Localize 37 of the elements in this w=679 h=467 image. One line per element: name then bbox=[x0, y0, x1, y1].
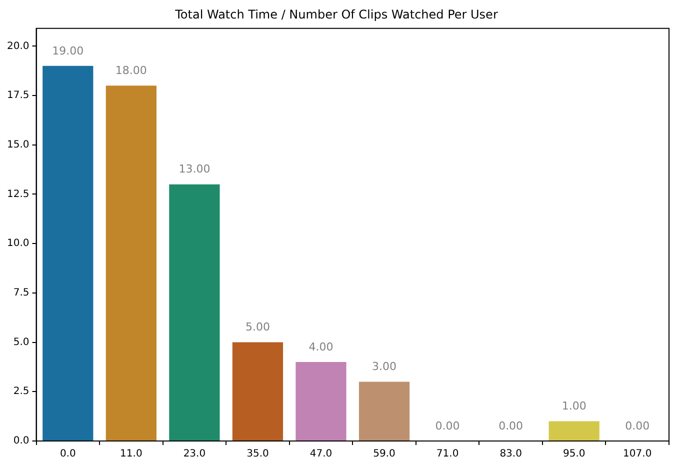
x-tick-label: 11.0 bbox=[120, 448, 142, 460]
y-tick-label: 12.5 bbox=[7, 188, 30, 200]
data-label: 4.00 bbox=[308, 340, 334, 354]
data-label: 0.00 bbox=[498, 419, 524, 432]
data-label: 18.00 bbox=[115, 64, 147, 78]
bar bbox=[232, 342, 284, 440]
x-tick-label: 95.0 bbox=[562, 448, 586, 460]
x-tick-label: 59.0 bbox=[373, 448, 396, 460]
data-label: 3.00 bbox=[372, 360, 397, 374]
x-tick-label: 83.0 bbox=[500, 448, 522, 460]
y-tick-label: 17.5 bbox=[7, 90, 30, 102]
data-label: 5.00 bbox=[245, 320, 270, 334]
x-tick-label: 71.0 bbox=[436, 448, 459, 460]
y-tick-label: 15.0 bbox=[7, 139, 30, 150]
data-label: 13.00 bbox=[178, 162, 210, 176]
bar bbox=[169, 184, 220, 440]
bar bbox=[296, 362, 346, 440]
y-tick-label: 10.0 bbox=[7, 238, 30, 250]
chart-title: Total Watch Time / Number Of Clips Watched Per User bbox=[174, 7, 498, 22]
y-tick-label: 7.5 bbox=[13, 288, 30, 299]
bar bbox=[358, 382, 410, 440]
x-tick-label: 35.0 bbox=[246, 448, 269, 460]
x-tick-label: 23.0 bbox=[183, 448, 206, 460]
y-tick-label: 2.5 bbox=[13, 386, 30, 398]
x-tick-label: 0.0 bbox=[60, 448, 76, 460]
data-label: 0.00 bbox=[435, 419, 460, 432]
y-tick-label: 0.0 bbox=[13, 436, 30, 447]
data-label: 19.00 bbox=[52, 44, 84, 58]
y-tick-label: 5.0 bbox=[13, 336, 30, 348]
data-label: 1.00 bbox=[562, 400, 586, 413]
x-tick-label: 107.0 bbox=[623, 448, 652, 460]
y-tick-label: 20.0 bbox=[7, 40, 30, 52]
x-tick-label: 47.0 bbox=[310, 448, 332, 460]
bar bbox=[106, 86, 156, 440]
data-label: 0.00 bbox=[625, 419, 650, 432]
bar bbox=[42, 66, 94, 440]
bar bbox=[548, 421, 600, 440]
